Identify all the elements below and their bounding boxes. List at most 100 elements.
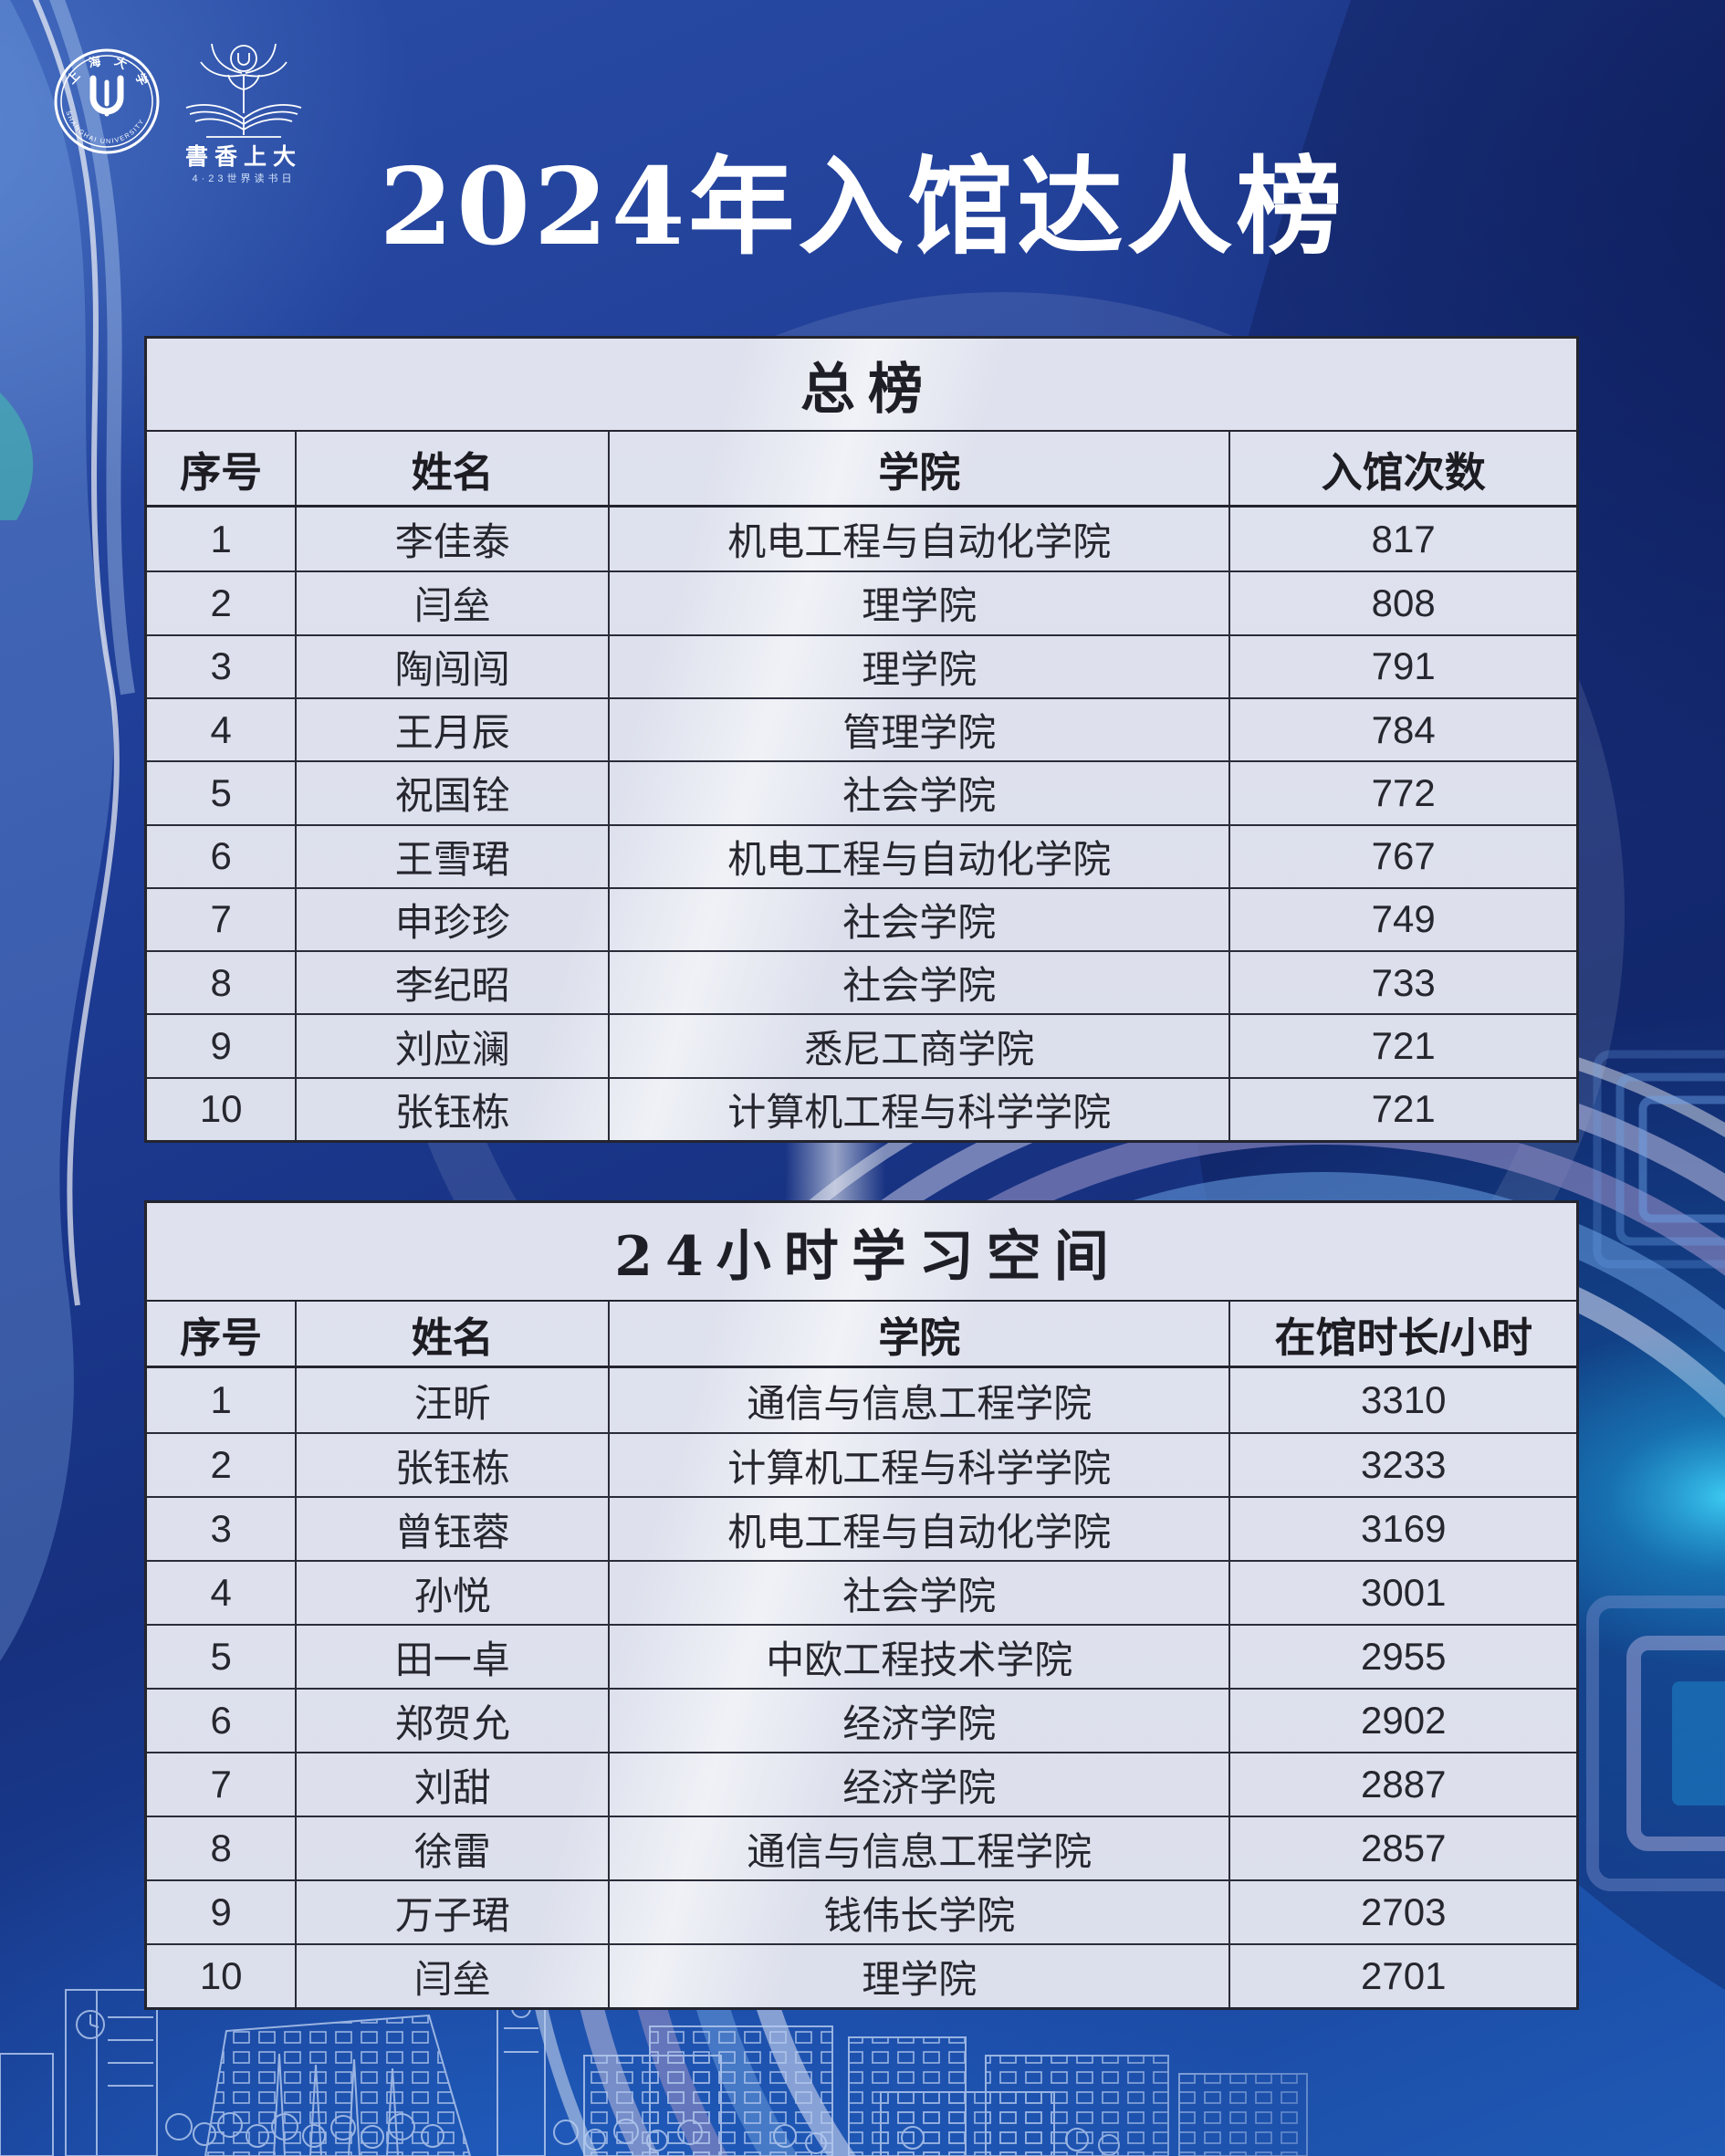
name-cell: 徐雷: [297, 1817, 611, 1879]
rank-cell: 6: [147, 825, 298, 887]
value-cell: 3169: [1361, 1507, 1447, 1550]
table-row: 10 张钰栋 计算机工程与科学学院 721: [147, 1076, 1576, 1140]
table-row: 4 孙悦 社会学院 3001: [147, 1560, 1576, 1624]
value-cell: 2955: [1361, 1635, 1447, 1678]
festival-logo-title: 書香上大: [185, 143, 302, 170]
rank-cell: 1: [147, 1368, 298, 1432]
rank-cell: 8: [147, 1817, 298, 1879]
name-cell: 曾钰蓉: [297, 1498, 611, 1560]
seal-monogram: [89, 75, 124, 117]
study-space-title: 24小时学习空间: [147, 1203, 1576, 1302]
name-cell: 田一卓: [297, 1626, 611, 1688]
college-cell: 中欧工程技术学院: [610, 1626, 1231, 1688]
value-cell: 784: [1371, 707, 1436, 751]
rank-cell: 7: [147, 1753, 298, 1816]
value-cell: 3310: [1361, 1378, 1447, 1421]
table-row: 2 闫垒 理学院 808: [147, 570, 1576, 634]
table-row: 5 祝国铨 社会学院 772: [147, 760, 1576, 824]
rank-cell: 9: [147, 1881, 298, 1943]
overall-ranking-title: 总榜: [147, 339, 1576, 432]
table-row: 6 王雪珺 机电工程与自动化学院 767: [147, 823, 1576, 887]
table-row: 8 徐雷 通信与信息工程学院 2857: [147, 1816, 1576, 1879]
rank-cell: 3: [147, 635, 298, 697]
value-cell: 791: [1371, 644, 1436, 688]
rank-cell: 10: [147, 1945, 298, 2007]
table-row: 8 李纪昭 社会学院 733: [147, 950, 1576, 1014]
table-row: 9 刘应澜 悉尼工商学院 721: [147, 1013, 1576, 1077]
name-cell: 刘甜: [297, 1753, 611, 1816]
table-row: 1 李佳泰 机电工程与自动化学院 817: [147, 508, 1576, 571]
overall-ranking-rows: 1 李佳泰 机电工程与自动化学院 817 2 闫垒 理学院 808 3 陶闯闯 理学院 791 4 王月辰…: [147, 508, 1576, 1140]
value-cell: 767: [1371, 834, 1436, 878]
value-cell: 817: [1371, 517, 1436, 560]
table-row: 2 张钰栋 计算机工程与科学学院 3233: [147, 1432, 1576, 1496]
college-cell: 机电工程与自动化学院: [610, 508, 1231, 571]
college-cell: 通信与信息工程学院: [610, 1817, 1231, 1879]
value-cell: 721: [1371, 1024, 1436, 1068]
value-cell: 2887: [1361, 1763, 1447, 1805]
rank-cell: 5: [147, 1626, 298, 1688]
value-cell: 3233: [1361, 1443, 1447, 1486]
name-cell: 李佳泰: [297, 508, 611, 571]
college-cell: 管理学院: [610, 698, 1231, 761]
university-seal-logo: 上海大学 SHANGHAI UNIVERSITY: [54, 48, 160, 154]
table-row: 4 王月辰 管理学院 784: [147, 696, 1576, 761]
rank-cell: 1: [147, 508, 298, 571]
college-cell: 经济学院: [610, 1753, 1231, 1816]
table-row: 10 闫垒 理学院 2701: [147, 1943, 1576, 2007]
college-cell: 理学院: [610, 635, 1231, 697]
table-row: 3 曾钰蓉 机电工程与自动化学院 3169: [147, 1496, 1576, 1560]
college-cell: 计算机工程与科学学院: [610, 1434, 1231, 1496]
header-name: 姓名: [297, 1302, 611, 1366]
table-row: 9 万子珺 钱伟长学院 2703: [147, 1879, 1576, 1943]
rank-cell: 10: [147, 1078, 298, 1140]
college-cell: 通信与信息工程学院: [610, 1368, 1231, 1432]
rank-cell: 2: [147, 572, 298, 634]
value-cell: 2703: [1361, 1890, 1447, 1933]
value-cell: 2701: [1361, 1954, 1447, 1997]
name-cell: 刘应澜: [297, 1015, 611, 1077]
value-cell: 2857: [1361, 1826, 1447, 1869]
rank-cell: 5: [147, 762, 298, 824]
name-cell: 李纪昭: [297, 952, 611, 1014]
rank-cell: 2: [147, 1434, 298, 1496]
table-row: 5 田一卓 中欧工程技术学院 2955: [147, 1624, 1576, 1688]
name-cell: 孙悦: [297, 1562, 611, 1624]
overall-ranking-header-row: 序号 姓名 学院 入馆次数: [147, 432, 1576, 508]
value-cell: 721: [1371, 1087, 1436, 1131]
table-row: 1 汪昕 通信与信息工程学院 3310: [147, 1368, 1576, 1432]
name-cell: 郑贺允: [297, 1690, 611, 1752]
name-cell: 万子珺: [297, 1881, 611, 1943]
table-row: 7 刘甜 经济学院 2887: [147, 1752, 1576, 1816]
name-cell: 祝国铨: [297, 762, 611, 824]
college-cell: 机电工程与自动化学院: [610, 1498, 1231, 1560]
name-cell: 张钰栋: [297, 1078, 611, 1140]
college-cell: 经济学院: [610, 1690, 1231, 1752]
header-name: 姓名: [297, 432, 611, 505]
gap-light-streak: [785, 1139, 885, 1205]
overall-ranking-panel: 总榜 序号 姓名 学院 入馆次数 1 李佳泰 机电工程与自动化学院 817 2 闫垒 理学院…: [144, 336, 1579, 1143]
college-cell: 钱伟长学院: [610, 1881, 1231, 1943]
name-cell: 王月辰: [297, 698, 611, 761]
value-cell: 772: [1371, 770, 1436, 814]
name-cell: 闫垒: [297, 1945, 611, 2007]
name-cell: 闫垒: [297, 572, 611, 634]
header-hours: 在馆时长/小时: [1274, 1313, 1532, 1361]
rank-cell: 9: [147, 1015, 298, 1077]
college-cell: 社会学院: [610, 952, 1231, 1014]
college-cell: 计算机工程与科学学院: [610, 1078, 1231, 1140]
name-cell: 张钰栋: [297, 1434, 611, 1496]
value-cell: 2902: [1361, 1699, 1447, 1742]
rank-cell: 4: [147, 698, 298, 761]
college-cell: 悉尼工商学院: [610, 1015, 1231, 1077]
header-rank: 序号: [147, 432, 298, 505]
reading-day-logo: 書香上大 4·23世界读书日: [185, 43, 302, 184]
corner-brackets: [1586, 1050, 1725, 1891]
rank-cell: 7: [147, 888, 298, 951]
name-cell: 汪昕: [297, 1368, 611, 1432]
college-cell: 理学院: [610, 572, 1231, 634]
page-title: 2024年入馆达人榜: [379, 145, 1346, 269]
value-cell: 808: [1371, 581, 1436, 624]
rank-cell: 6: [147, 1690, 298, 1752]
